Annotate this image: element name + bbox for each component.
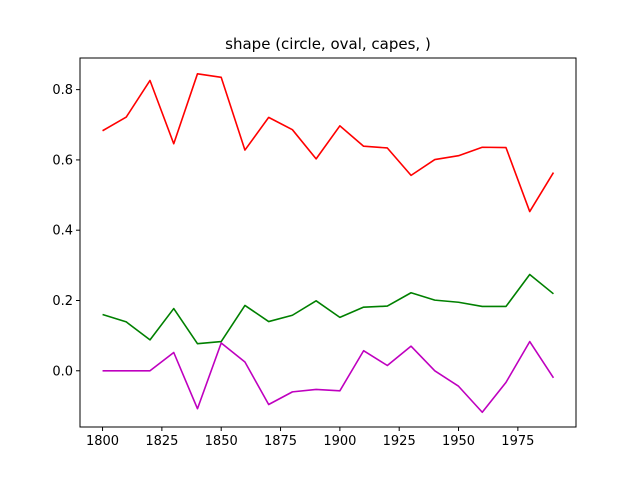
x-tick-label-1950: 1950 (442, 434, 475, 449)
y-tick-label-3: 0.6 (52, 153, 73, 168)
x-tick-label-1900: 1900 (323, 434, 356, 449)
y-tick-label-2: 0.4 (52, 224, 73, 239)
y-tick-label-4: 0.8 (52, 83, 73, 98)
x-tick-label-1925: 1925 (383, 434, 416, 449)
x-tick-label-1825: 1825 (145, 434, 178, 449)
y-tick-label-0: 0.0 (52, 364, 73, 379)
axes-frame (79, 57, 577, 428)
series-line-2 (102, 273, 554, 345)
chart-title: shape (circle, oval, capes, ) (225, 35, 431, 53)
x-tick-label-1875: 1875 (264, 434, 297, 449)
x-tick-label-1800: 1800 (86, 434, 119, 449)
plot-area: 1800 1825 1850 1875 1900 1925 1950 1975 0.0 0.2 0.… (52, 57, 577, 449)
series-line-1 (102, 73, 555, 213)
y-tick-label-1: 0.2 (52, 294, 73, 309)
x-tick-label-1975: 1975 (501, 434, 534, 449)
x-tick-label-1850: 1850 (205, 434, 238, 449)
series-line-3 (102, 340, 555, 414)
